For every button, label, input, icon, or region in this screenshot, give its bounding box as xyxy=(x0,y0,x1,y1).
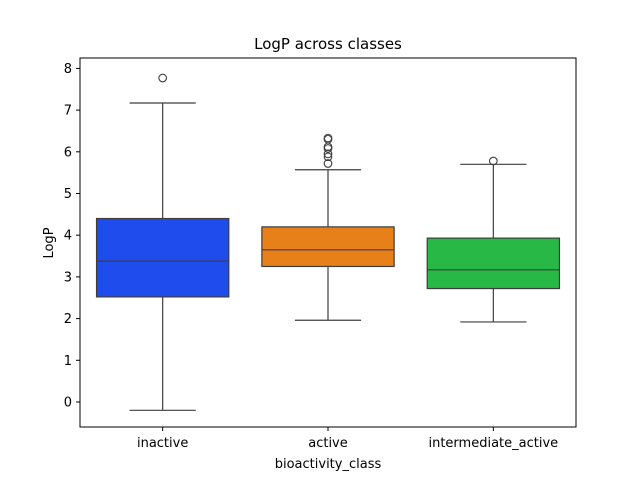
y-tick-label: 5 xyxy=(64,187,72,202)
y-tick-label: 3 xyxy=(64,270,72,285)
box-group-intermediate_active xyxy=(426,156,561,323)
box-inactive xyxy=(95,217,230,298)
y-axis-label: LogP xyxy=(42,227,57,258)
outlier-point xyxy=(158,73,168,83)
y-tick-label: 0 xyxy=(64,395,72,410)
y-tick-label: 6 xyxy=(64,145,72,160)
x-tick-label: intermediate_active xyxy=(428,436,558,451)
y-tick-label: 7 xyxy=(64,104,72,119)
y-tick-label: 8 xyxy=(64,62,72,77)
x-tick-label: inactive xyxy=(137,436,188,451)
outlier-point xyxy=(323,133,333,143)
box-group-active xyxy=(261,133,395,321)
outlier-point xyxy=(488,156,498,166)
x-axis-label: bioactivity_class xyxy=(275,457,382,472)
y-tick-label: 2 xyxy=(64,312,72,327)
chart-title: LogP across classes xyxy=(254,35,402,53)
box-group-inactive xyxy=(95,73,230,411)
box-intermediate_active xyxy=(426,237,561,290)
outlier-point xyxy=(323,159,333,168)
y-axis: 0 1 2 3 4 5 6 7 8 xyxy=(64,62,80,410)
plot-area xyxy=(95,73,561,411)
outlier-point xyxy=(323,152,333,162)
x-axis: inactive active intermediate_active xyxy=(137,427,558,451)
box-active xyxy=(261,226,395,268)
y-tick-label: 1 xyxy=(64,354,72,369)
y-tick-label: 4 xyxy=(64,229,72,244)
x-tick-label: active xyxy=(308,436,348,451)
